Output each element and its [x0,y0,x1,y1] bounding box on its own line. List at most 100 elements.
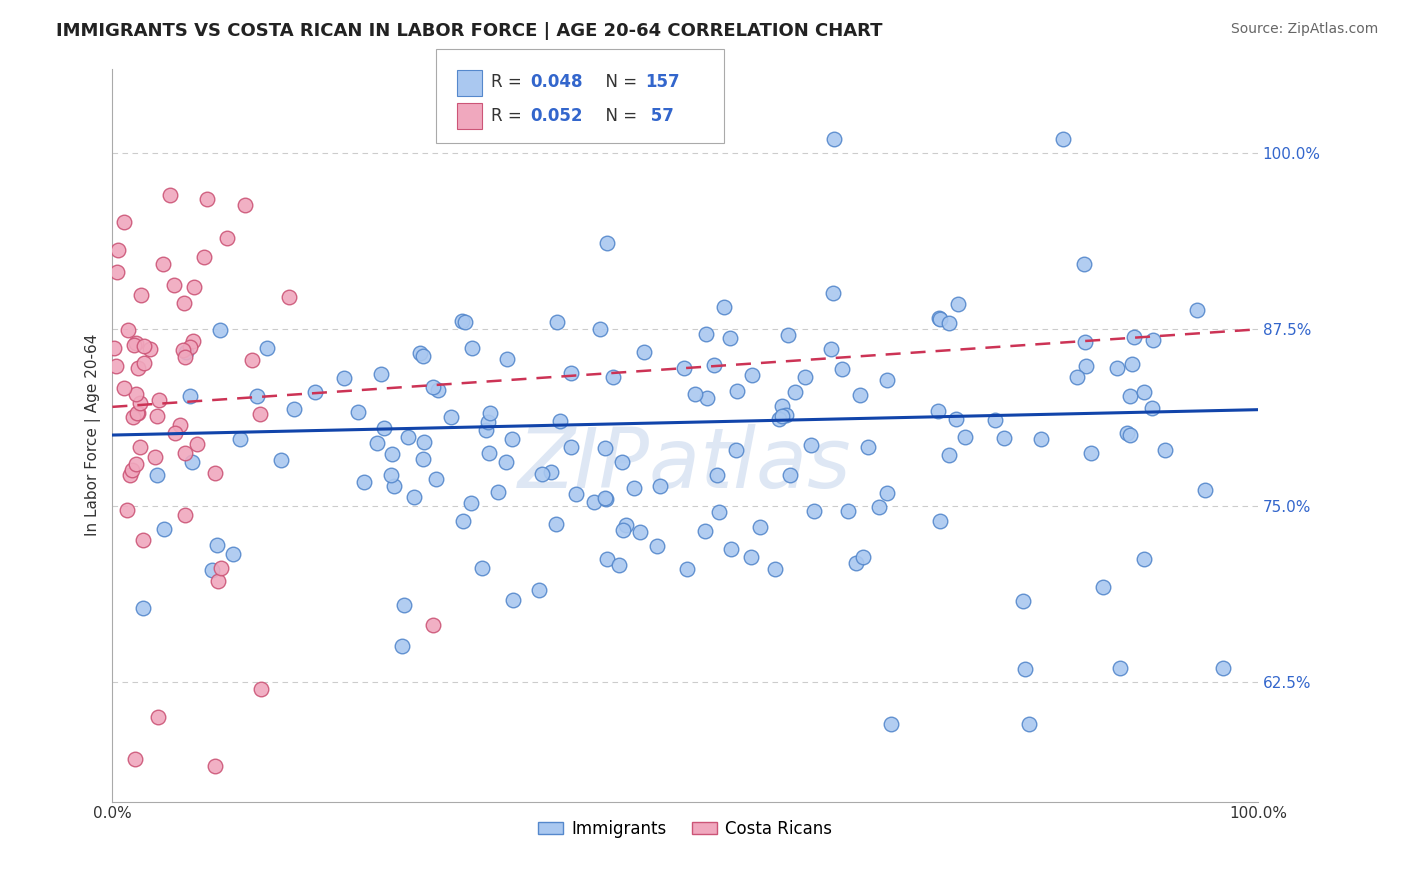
Point [370,368,392,382]
Point [1119,428,1142,442]
Point [304,384,326,399]
Point [373,421,395,435]
Point [1154,442,1177,457]
Point [346,405,368,419]
Point [125,387,148,401]
Point [409,346,432,360]
Point [876,485,898,500]
Point [104,359,127,373]
Point [207,574,229,588]
Point [105,265,128,279]
Point [607,558,630,573]
Point [129,396,152,410]
Point [683,387,706,401]
Text: R =: R = [491,73,527,91]
Point [1012,593,1035,607]
Point [412,350,434,364]
Point [124,752,146,766]
Point [132,533,155,547]
Point [741,368,763,383]
Point [478,446,501,460]
Point [215,230,238,244]
Point [831,362,853,376]
Point [749,519,772,533]
Point [720,542,742,557]
Point [593,491,616,505]
Point [527,582,550,597]
Point [172,343,194,358]
Point [776,328,799,343]
Point [475,423,498,437]
Point [117,502,139,516]
Point [173,508,195,523]
Point [696,391,718,405]
Point [595,235,617,250]
Point [221,547,243,561]
Point [461,342,484,356]
Point [132,356,155,370]
Point [132,339,155,353]
Point [983,413,1005,427]
Point [765,562,787,576]
Point [391,639,413,653]
Point [645,539,668,553]
Text: ZIPatlas: ZIPatlas [519,424,852,505]
Point [146,409,169,423]
Point [124,337,146,351]
Point [117,323,139,337]
Point [1194,483,1216,498]
Point [531,467,554,482]
Point [725,384,748,399]
Point [450,314,472,328]
Point [229,432,252,446]
Point [486,485,509,500]
Point [803,504,825,518]
Point [181,334,204,348]
Point [283,402,305,417]
Point [718,331,741,345]
Point [1121,357,1143,371]
Point [169,418,191,433]
Point [233,197,256,211]
Text: 157: 157 [645,73,681,91]
Point [794,370,817,384]
Point [153,522,176,536]
Text: IMMIGRANTS VS COSTA RICAN IN LABOR FORCE | AGE 20-64 CORRELATION CHART: IMMIGRANTS VS COSTA RICAN IN LABOR FORCE… [56,22,883,40]
Point [422,380,444,394]
Point [425,472,447,486]
Point [929,514,952,528]
Point [477,415,499,429]
Point [946,296,969,310]
Point [451,515,474,529]
Point [560,366,582,380]
Point [1212,660,1234,674]
Point [179,340,201,354]
Point [114,215,136,229]
Point [125,336,148,351]
Point [706,467,728,482]
Point [1074,359,1097,373]
Point [856,440,879,454]
Point [460,496,482,510]
Point [770,409,793,424]
Point [277,290,299,304]
Point [245,389,267,403]
Point [779,468,801,483]
Point [564,487,586,501]
Point [208,323,231,337]
Point [880,717,903,731]
Point [610,455,633,469]
Point [614,518,637,533]
Point [1014,662,1036,676]
Point [852,549,875,564]
Point [174,445,197,459]
Text: 57: 57 [645,107,675,125]
Point [770,400,793,414]
Point [249,407,271,421]
Point [993,431,1015,445]
Point [783,385,806,400]
Point [623,481,645,495]
Point [1132,552,1154,566]
Point [583,495,606,509]
Point [628,524,651,539]
